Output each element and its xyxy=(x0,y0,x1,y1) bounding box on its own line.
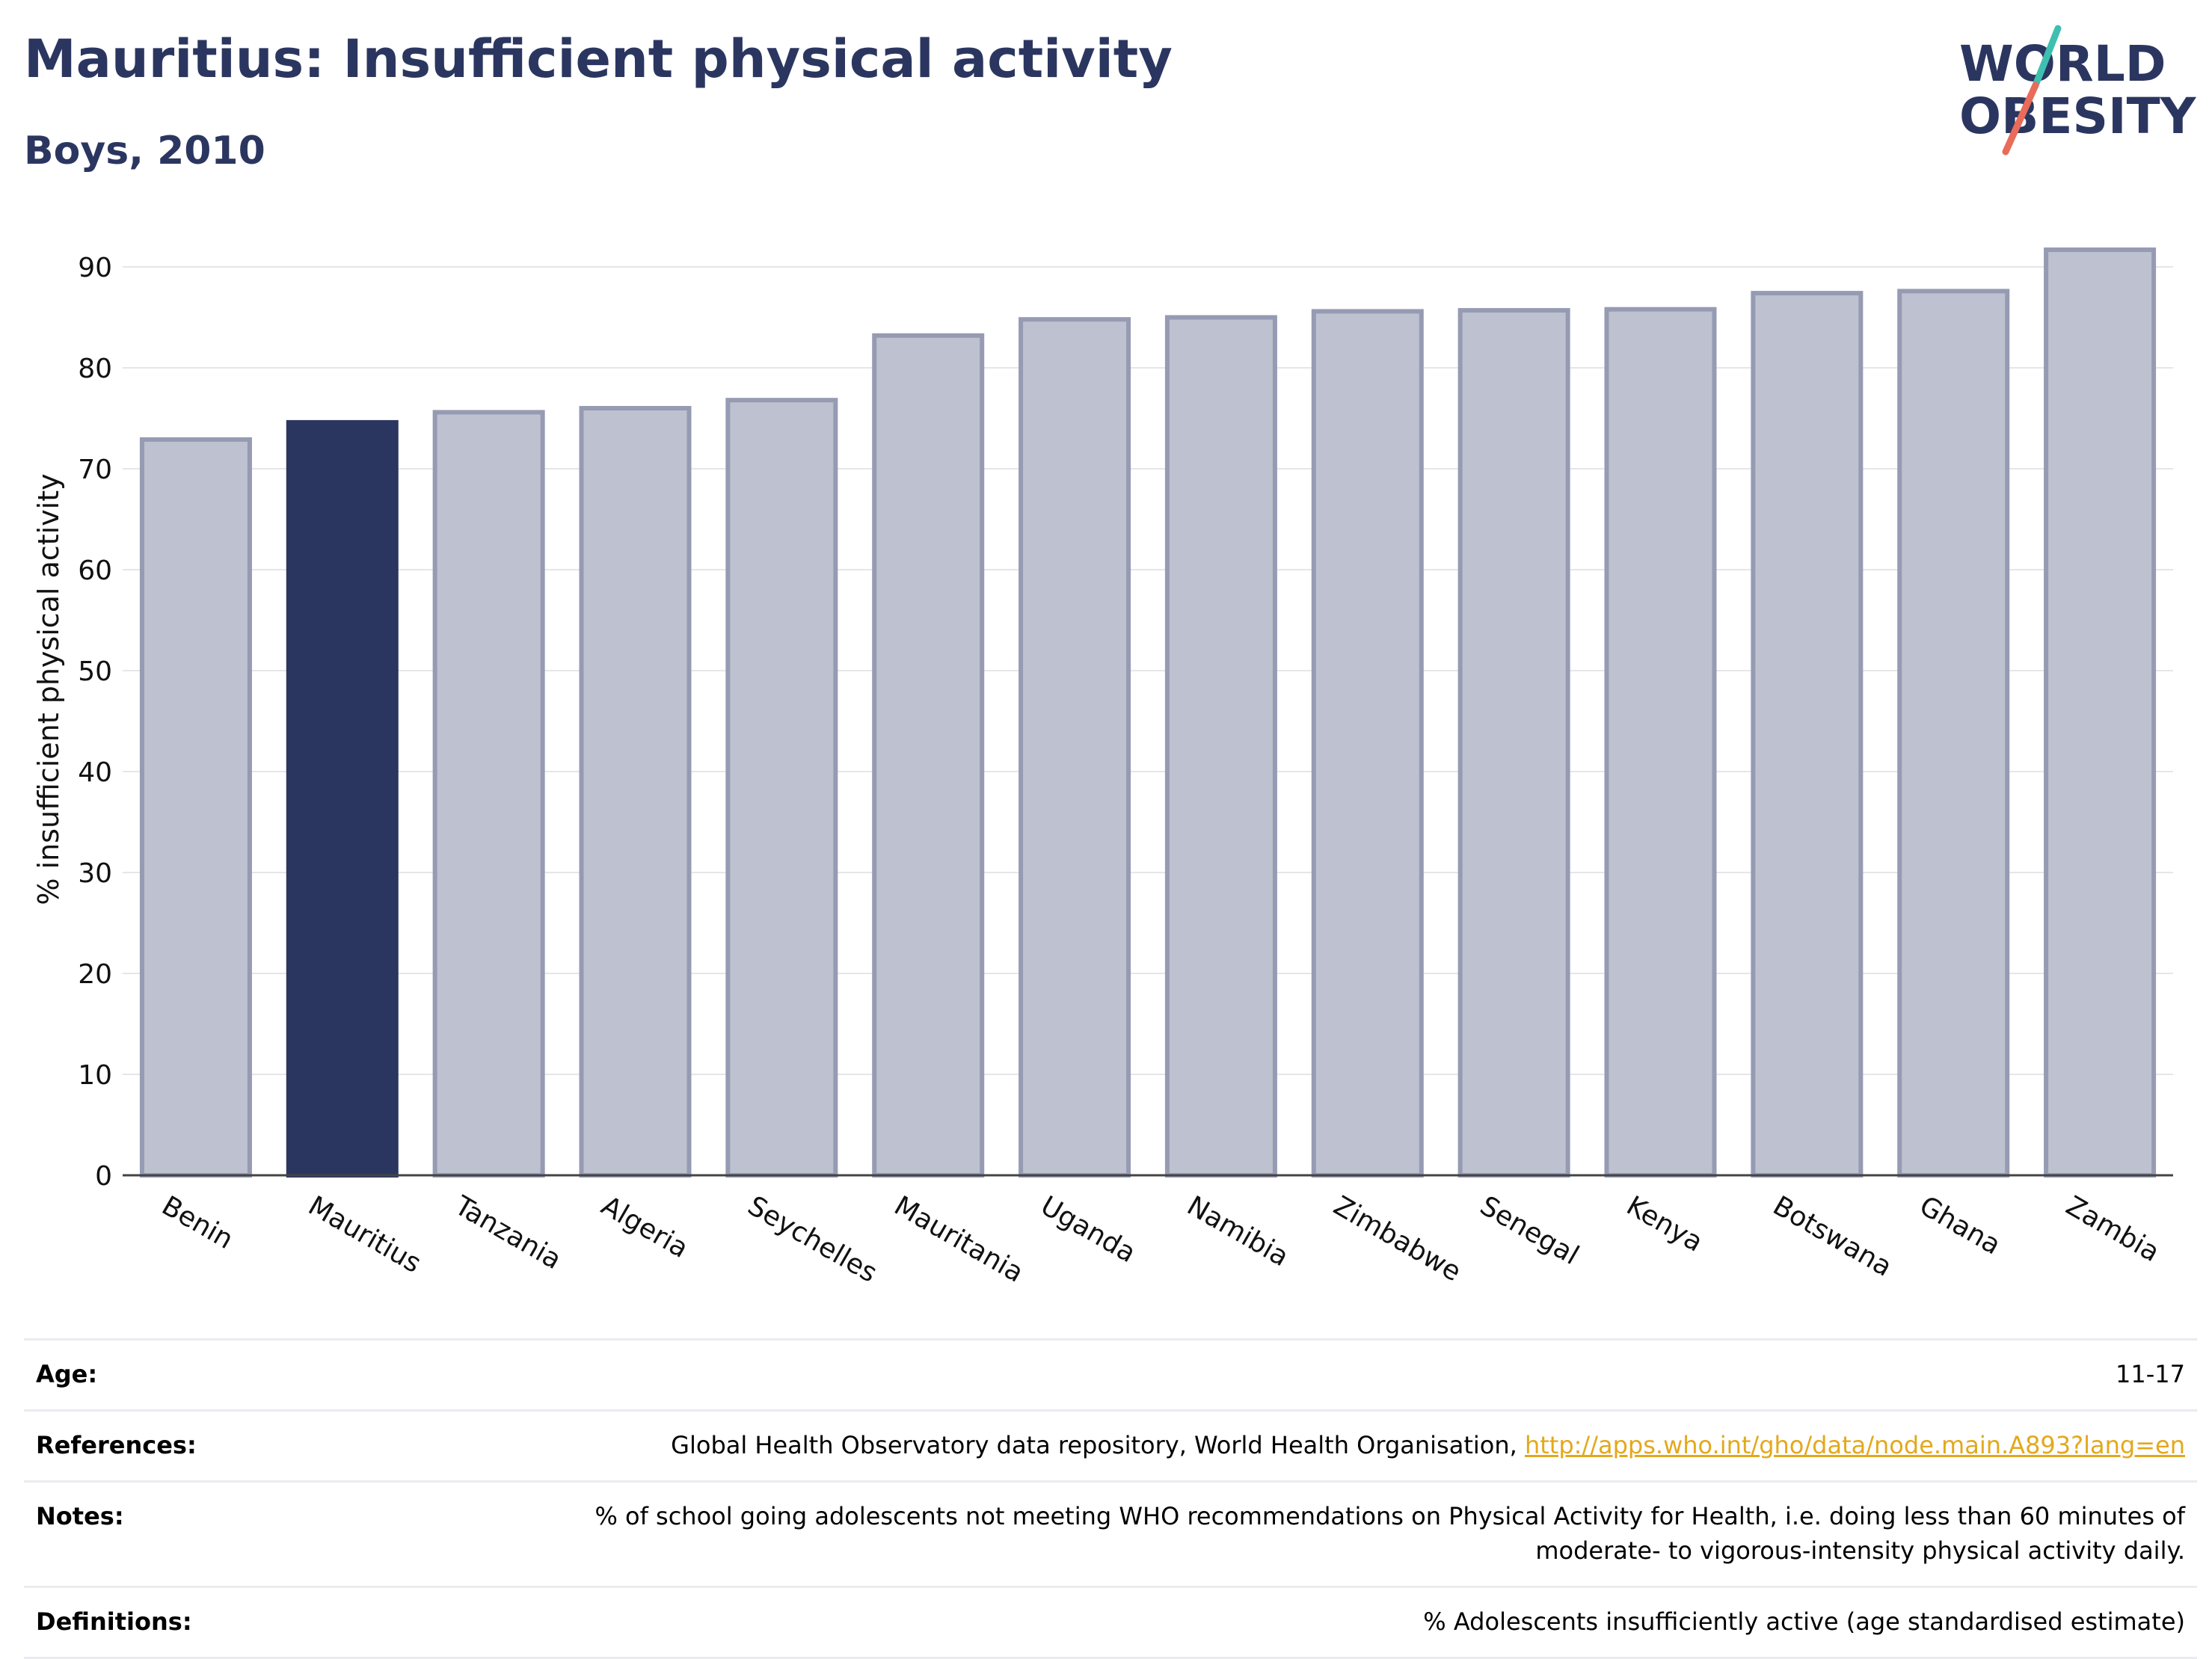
bar-zambia[interactable] xyxy=(2044,247,2157,1178)
logo-slash-teal xyxy=(2032,25,2062,89)
x-tick-label: Uganda xyxy=(1036,1190,1141,1269)
y-tick-label: 80 xyxy=(78,354,112,384)
bars xyxy=(139,247,2157,1178)
x-tick-label: Mauritius xyxy=(303,1190,426,1279)
references-text: Global Health Observatory data repositor… xyxy=(671,1431,1525,1459)
notes-value: % of school going adolescents not meetin… xyxy=(595,1499,2185,1568)
y-tick-label: 10 xyxy=(78,1060,112,1091)
bar-algeria[interactable] xyxy=(579,406,692,1178)
bar-mauritania[interactable] xyxy=(872,333,985,1178)
x-tick-label: Namibia xyxy=(1182,1190,1294,1272)
x-tick-label: Benin xyxy=(156,1190,238,1255)
logo-word-world: WORLD xyxy=(1959,35,2166,93)
x-tick-label: Ghana xyxy=(1914,1190,2006,1261)
notes-line-1: % of school going adolescents not meetin… xyxy=(595,1502,2185,1530)
bar-mauritius[interactable] xyxy=(286,419,399,1178)
info-table: Age: 11-17 References: Global Health Obs… xyxy=(24,1338,2197,1659)
y-tick-label: 50 xyxy=(78,656,112,687)
x-tick-labels: Benin Mauritius Tanzania Algeria Seychelles M… xyxy=(156,1190,2164,1289)
definitions-value: % Adolescents insufficiently active (age… xyxy=(1423,1607,2185,1636)
x-tick-label: Senegal xyxy=(1475,1190,1584,1271)
y-tick-labels: 0 10 20 30 40 50 60 70 80 90 xyxy=(78,253,112,1192)
logo-slash-coral xyxy=(2002,81,2039,156)
bar-namibia[interactable] xyxy=(1164,315,1277,1178)
chart-subtitle: Boys, 2010 xyxy=(24,129,265,173)
references-value: Global Health Observatory data repositor… xyxy=(671,1428,2185,1462)
notes-line-2: moderate- to vigorous-intensity physical… xyxy=(1535,1536,2185,1565)
x-tick-label: Kenya xyxy=(1621,1190,1708,1258)
bar-kenya[interactable] xyxy=(1604,307,1717,1178)
y-tick-label: 0 xyxy=(95,1161,112,1192)
bar-ghana[interactable] xyxy=(1897,289,2010,1178)
y-tick-label: 30 xyxy=(78,858,112,889)
y-tick-label: 40 xyxy=(78,757,112,788)
age-value: 11-17 xyxy=(2116,1360,2185,1388)
x-tick-label: Zambia xyxy=(2061,1190,2165,1268)
references-label: References: xyxy=(36,1431,197,1459)
x-tick-label: Tanzania xyxy=(449,1190,566,1275)
info-row-definitions: Definitions: % Adolescents insufficientl… xyxy=(24,1586,2197,1659)
x-tick-label: Botswana xyxy=(1768,1190,1897,1282)
grid-lines xyxy=(123,266,2173,1075)
y-tick-label: 60 xyxy=(78,555,112,586)
info-row-references: References: Global Health Observatory da… xyxy=(24,1409,2197,1480)
y-tick-label: 90 xyxy=(78,253,112,283)
notes-label: Notes: xyxy=(36,1502,124,1530)
world-obesity-logo: WORLD OBESITY xyxy=(1959,25,2197,156)
info-row-notes: Notes: % of school going adolescents not… xyxy=(24,1480,2197,1586)
bar-tanzania[interactable] xyxy=(432,410,545,1178)
references-link[interactable]: http://apps.who.int/gho/data/node.main.A… xyxy=(1524,1431,2185,1459)
bar-benin[interactable] xyxy=(139,437,252,1178)
x-tick-label: Seychelles xyxy=(743,1190,882,1288)
logo-word-obesity: OBESITY xyxy=(1959,87,2197,145)
chart-title: Mauritius: Insufficient physical activit… xyxy=(24,28,1173,90)
x-tick-label: Zimbabwe xyxy=(1328,1190,1466,1287)
bar-senegal[interactable] xyxy=(1457,308,1570,1178)
bar-zimbabwe[interactable] xyxy=(1311,309,1424,1178)
bar-uganda[interactable] xyxy=(1019,317,1131,1178)
bar-seychelles[interactable] xyxy=(725,398,838,1178)
y-axis-label: % insufficient physical activity xyxy=(32,473,65,905)
y-tick-label: 20 xyxy=(78,959,112,990)
x-tick-label: Mauritania xyxy=(889,1190,1029,1288)
definitions-label: Definitions: xyxy=(36,1607,192,1636)
x-tick-label: Algeria xyxy=(596,1190,693,1264)
bar-botswana[interactable] xyxy=(1751,291,1864,1178)
info-row-age: Age: 11-17 xyxy=(24,1338,2197,1409)
bar-chart: 0 10 20 30 40 50 60 70 80 90 Benin Mauritius Tanzan… xyxy=(32,247,2173,1289)
age-label: Age: xyxy=(36,1360,98,1388)
y-tick-label: 70 xyxy=(78,455,112,485)
